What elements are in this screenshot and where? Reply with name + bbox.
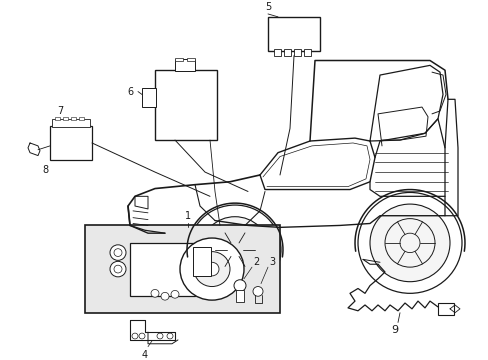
Circle shape	[384, 219, 434, 267]
Circle shape	[252, 287, 263, 296]
Circle shape	[110, 245, 126, 260]
Circle shape	[114, 265, 122, 273]
Text: 5: 5	[264, 2, 270, 12]
Bar	[175, 59, 195, 71]
Text: 2: 2	[252, 257, 259, 267]
Text: 3: 3	[268, 257, 274, 267]
Circle shape	[369, 204, 449, 282]
Bar	[55, 117, 60, 120]
Circle shape	[189, 205, 281, 294]
Circle shape	[171, 291, 179, 298]
Bar	[79, 117, 84, 120]
Bar	[155, 70, 217, 140]
Bar	[175, 58, 183, 62]
Circle shape	[234, 280, 245, 291]
Circle shape	[226, 242, 243, 257]
Circle shape	[114, 249, 122, 256]
Text: 6: 6	[127, 86, 133, 96]
Bar	[142, 88, 156, 107]
Bar	[304, 49, 310, 56]
Circle shape	[167, 333, 173, 339]
Circle shape	[399, 233, 419, 253]
Bar	[267, 17, 319, 51]
Bar	[71, 117, 76, 120]
Circle shape	[201, 217, 268, 283]
Bar	[130, 243, 195, 296]
Bar	[63, 117, 68, 120]
Text: 1: 1	[184, 211, 191, 221]
Circle shape	[157, 333, 163, 339]
Circle shape	[139, 333, 145, 339]
Bar	[186, 58, 195, 62]
Bar	[50, 126, 92, 161]
Bar	[85, 225, 280, 313]
Text: 8: 8	[42, 165, 48, 175]
Text: 4: 4	[142, 350, 148, 360]
Text: 7: 7	[57, 106, 63, 116]
Circle shape	[180, 238, 244, 300]
Bar	[52, 119, 90, 127]
Circle shape	[194, 252, 229, 287]
Text: 9: 9	[390, 325, 398, 336]
Circle shape	[204, 262, 219, 276]
Bar	[284, 49, 290, 56]
Circle shape	[132, 333, 138, 339]
Bar	[236, 291, 244, 302]
Circle shape	[357, 193, 461, 293]
Circle shape	[215, 230, 254, 269]
Bar	[293, 49, 301, 56]
Circle shape	[161, 292, 169, 300]
Circle shape	[110, 261, 126, 277]
Bar	[273, 49, 281, 56]
Bar	[193, 247, 210, 276]
Bar	[437, 303, 453, 315]
Circle shape	[151, 289, 159, 297]
